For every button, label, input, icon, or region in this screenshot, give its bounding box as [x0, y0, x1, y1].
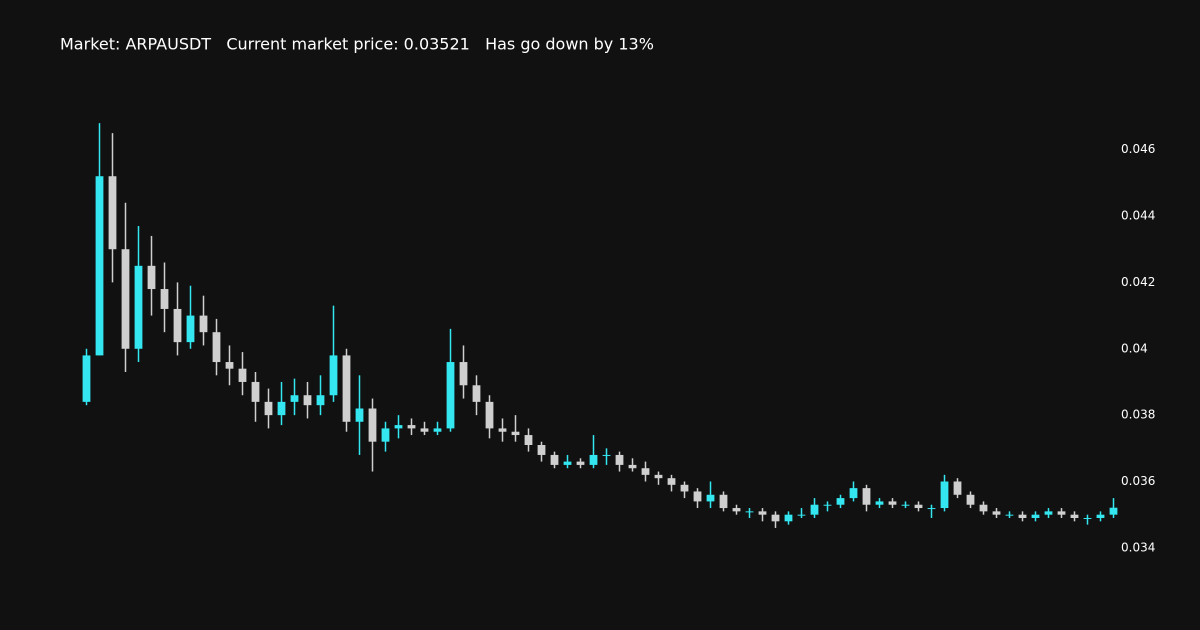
candle-body — [394, 425, 403, 429]
candle-body — [160, 289, 169, 309]
candle-body — [251, 381, 260, 402]
candle-body — [563, 461, 572, 465]
candle-body — [706, 494, 715, 502]
candle-body — [95, 176, 104, 356]
candle-body — [407, 425, 416, 429]
candle-body — [771, 514, 780, 522]
candle-body — [316, 395, 325, 406]
candle-body — [1096, 514, 1105, 518]
candle-body — [680, 484, 689, 492]
candle-body — [225, 362, 234, 369]
candle-body — [524, 435, 533, 445]
candle-body — [1044, 511, 1053, 515]
candle-body — [238, 368, 247, 382]
chart-title: Market: ARPAUSDT Current market price: 0… — [60, 35, 654, 54]
candle-body — [277, 401, 286, 416]
candle-body — [303, 395, 312, 406]
candle-body — [927, 508, 936, 510]
y-tick-label: 0.036 — [1121, 474, 1155, 488]
candle-body — [914, 504, 923, 509]
candle-body — [797, 514, 806, 516]
candle-body — [485, 401, 494, 429]
candle-body — [134, 265, 143, 349]
candle-body — [121, 249, 130, 349]
candle-body — [979, 504, 988, 512]
candle-body — [433, 428, 442, 432]
candle-body — [108, 176, 117, 250]
candle-body — [758, 511, 767, 515]
y-tick-label: 0.038 — [1121, 408, 1155, 422]
candle-body — [381, 428, 390, 442]
candle-body — [862, 488, 871, 505]
candle-body — [290, 395, 299, 402]
y-tick-label: 0.044 — [1121, 209, 1155, 223]
candle-body — [329, 355, 338, 396]
candle-body — [615, 454, 624, 465]
candle-body — [836, 498, 845, 505]
candle-body — [589, 454, 598, 465]
candle-body — [732, 508, 741, 512]
y-tick-label: 0.046 — [1121, 142, 1155, 156]
candle-body — [1005, 514, 1014, 516]
candle-body — [849, 488, 858, 499]
candle-body — [1018, 514, 1027, 518]
candle-body — [953, 481, 962, 495]
candle-body — [420, 428, 429, 432]
candle-body — [173, 308, 182, 343]
candle-body — [719, 494, 728, 509]
candle-body — [511, 431, 520, 436]
candle-body — [355, 408, 364, 422]
candle-body — [199, 315, 208, 333]
y-tick-label: 0.04 — [1121, 341, 1148, 355]
candle-body — [550, 454, 559, 465]
candle-body — [628, 464, 637, 469]
candle-body — [212, 332, 221, 363]
candle-body — [745, 511, 754, 513]
candle-body — [147, 265, 156, 290]
candle-body — [823, 504, 832, 506]
candle-body — [654, 474, 663, 479]
candle-body — [992, 511, 1001, 515]
candle-body — [459, 362, 468, 386]
candle-body — [1070, 514, 1079, 518]
candle-body — [82, 355, 91, 402]
candle-body — [342, 355, 351, 422]
y-tick-label: 0.042 — [1121, 275, 1155, 289]
candle-body — [602, 454, 611, 456]
candle-body — [667, 478, 676, 485]
candle-body — [966, 494, 975, 505]
candle-body — [472, 385, 481, 402]
candle-body — [446, 362, 455, 429]
y-tick-label: 0.034 — [1121, 540, 1155, 554]
candle-body — [1031, 514, 1040, 518]
candle-body — [186, 315, 195, 343]
candle-body — [1057, 511, 1066, 515]
candle-body — [693, 491, 702, 502]
candle-body — [641, 468, 650, 475]
candle-body — [888, 501, 897, 505]
candle-body — [810, 504, 819, 515]
candle-body — [1109, 507, 1118, 515]
candle-body — [537, 445, 546, 455]
candle-body — [576, 461, 585, 465]
candle-body — [368, 408, 377, 442]
candle-body — [784, 514, 793, 522]
candle-body — [1083, 518, 1092, 519]
candle-body — [498, 428, 507, 432]
candle-body — [264, 401, 273, 416]
candle-body — [940, 481, 949, 509]
candle-body — [901, 504, 910, 506]
candle-body — [875, 501, 884, 505]
